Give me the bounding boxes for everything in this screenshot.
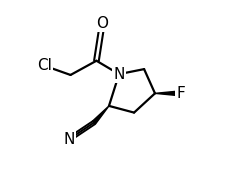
Text: F: F <box>176 86 185 101</box>
Polygon shape <box>92 106 109 124</box>
Text: O: O <box>96 16 108 31</box>
Text: Cl: Cl <box>37 58 52 73</box>
Polygon shape <box>154 91 180 96</box>
Text: N: N <box>113 67 124 82</box>
Text: N: N <box>63 132 74 147</box>
